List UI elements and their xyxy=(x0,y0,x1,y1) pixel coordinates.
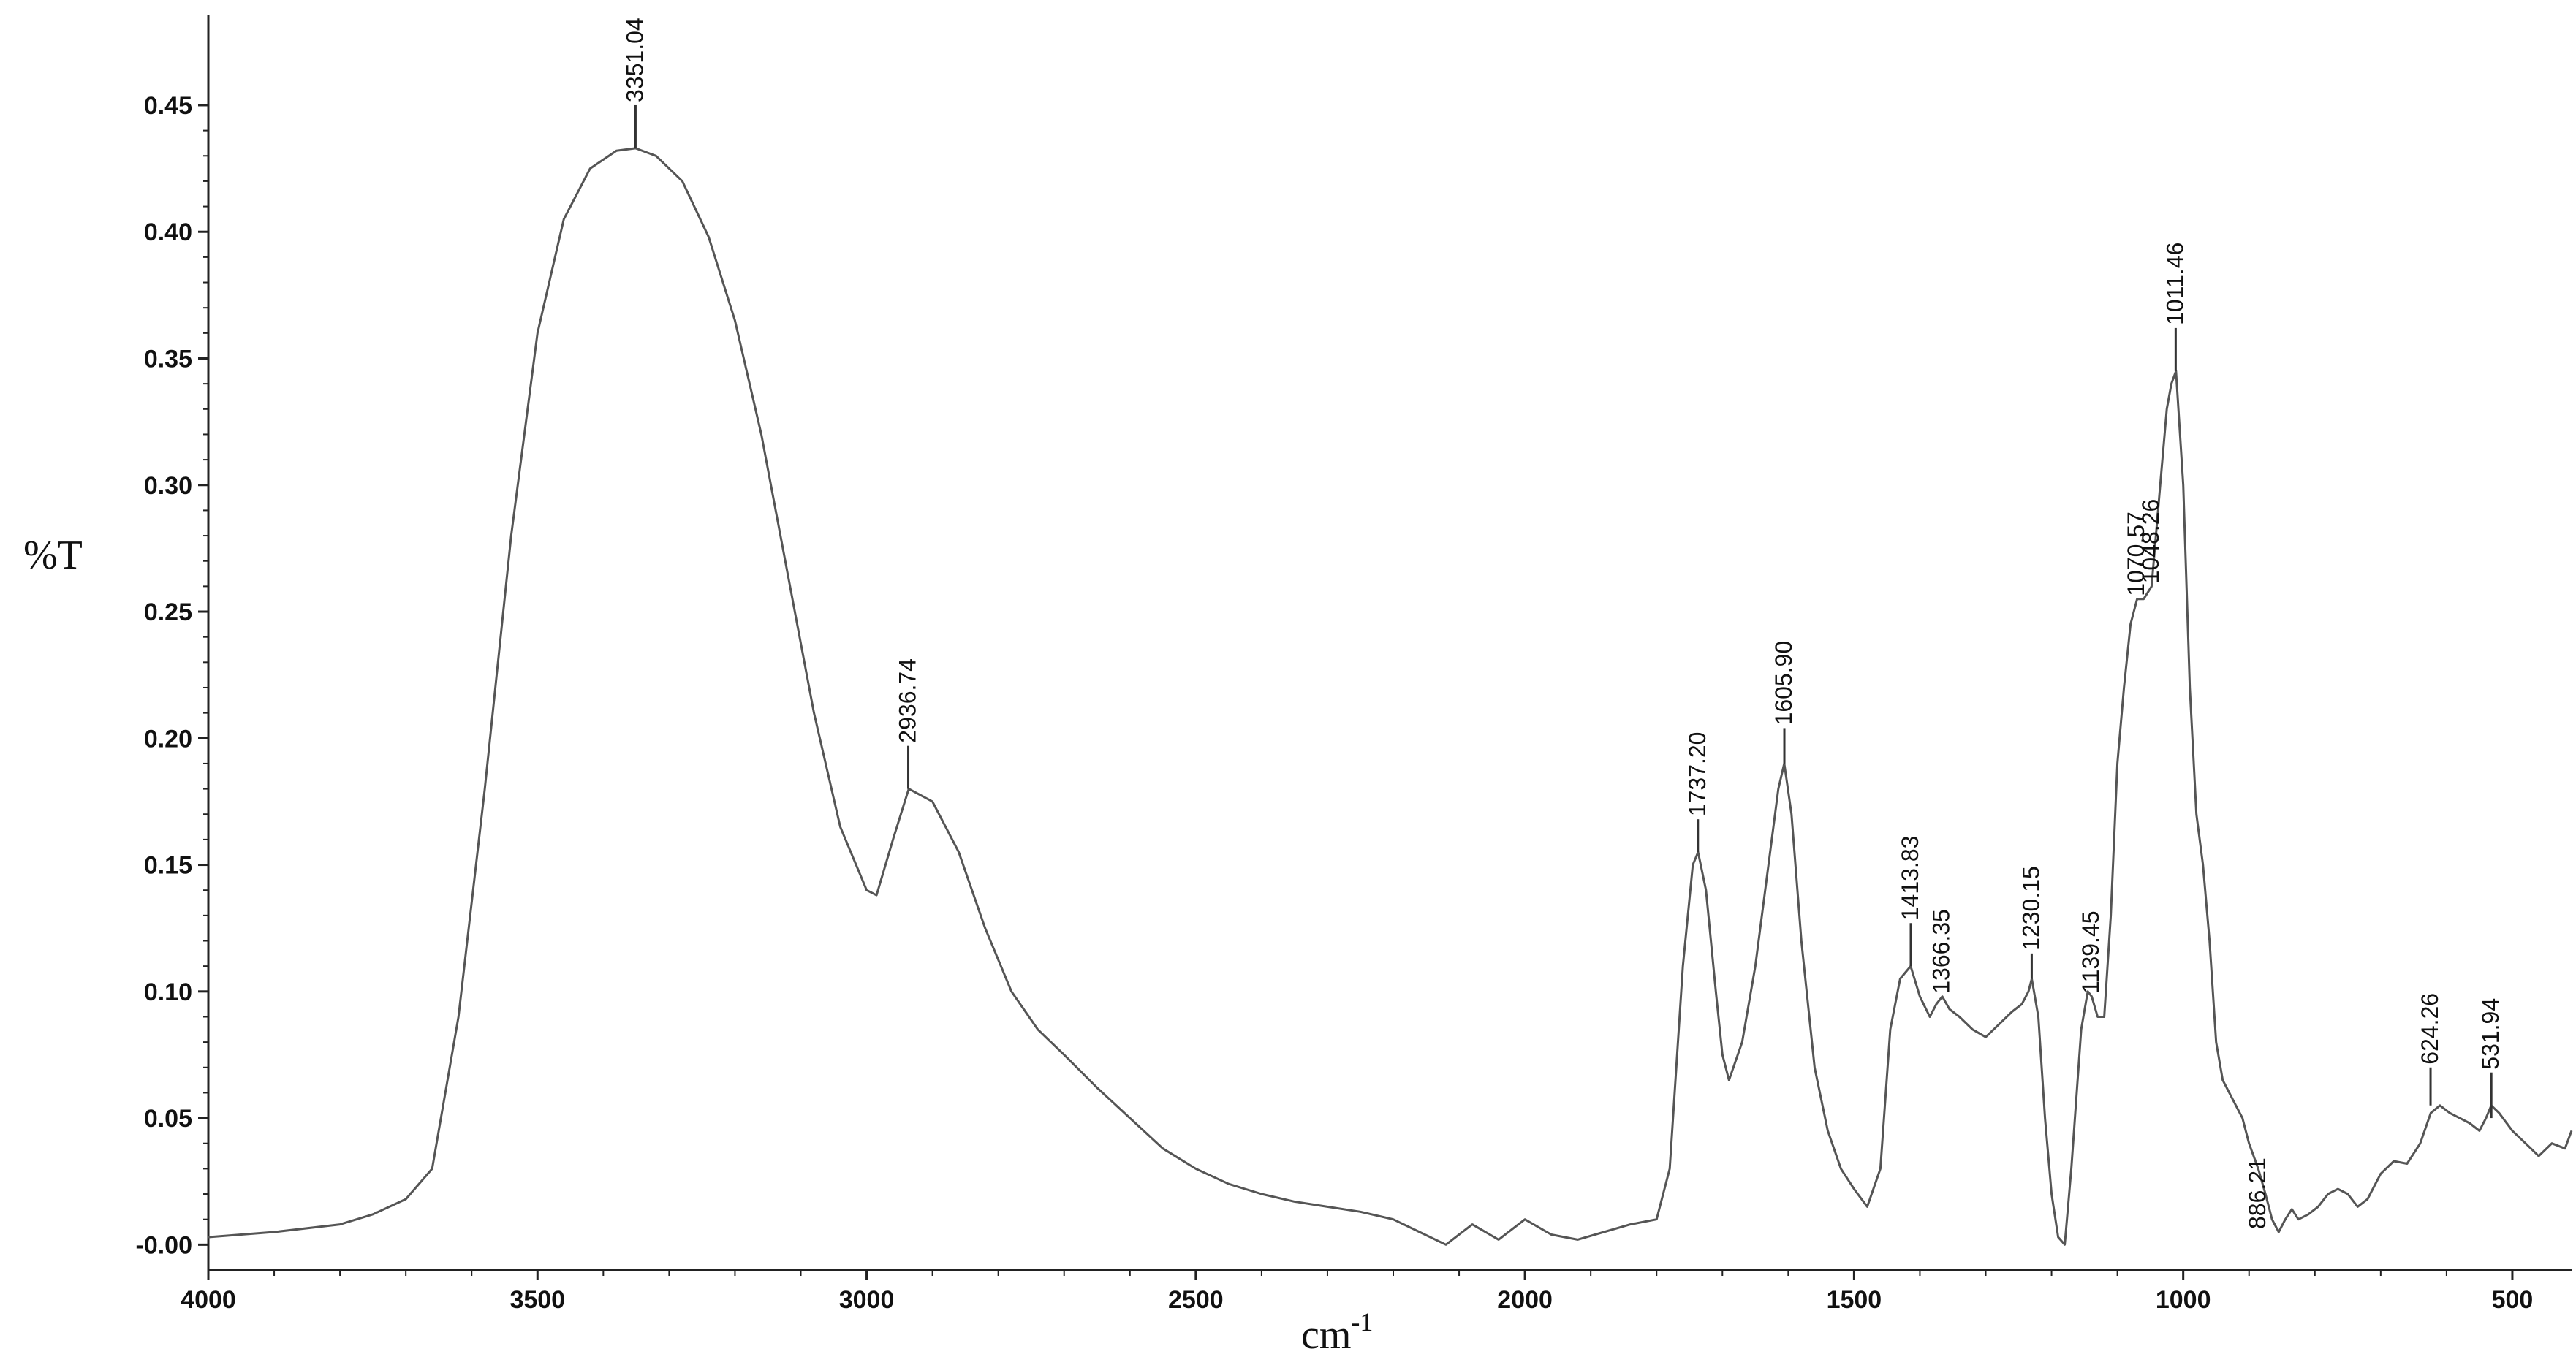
peak-label: 1605.90 xyxy=(1770,641,1797,726)
y-tick-label: 0.15 xyxy=(144,852,192,880)
peak-label: 1048.26 xyxy=(2137,499,2164,584)
x-tick-label: 1000 xyxy=(2156,1286,2211,1314)
x-axis-title: cm-1 xyxy=(1301,1307,1373,1358)
peak-label: 886.21 xyxy=(2244,1157,2270,1229)
x-tick-label: 2500 xyxy=(1168,1286,1224,1314)
x-axis: 4000 3500 3000 2500 2000 1500 1000 500 xyxy=(181,1269,2572,1314)
x-tick-label: 1500 xyxy=(1827,1286,1882,1314)
peak-label: 531.94 xyxy=(2477,998,2504,1070)
peak-label: 1366.35 xyxy=(1928,909,1955,994)
y-tick-label: 0.30 xyxy=(144,472,192,500)
peak-label: 2936.74 xyxy=(895,658,921,743)
x-tick-label: 500 xyxy=(2492,1286,2534,1314)
y-tick-label: 0.40 xyxy=(144,218,192,246)
y-tick-label: 0.35 xyxy=(144,345,192,373)
peak-label: 3351.04 xyxy=(621,18,648,102)
peak-label: 1139.45 xyxy=(2077,910,2104,993)
y-tick-label: 0.25 xyxy=(144,598,192,626)
y-axis-title: %T xyxy=(23,533,83,578)
y-tick-label: 0.10 xyxy=(144,978,192,1006)
y-axis: -0.00 0.05 0.10 0.15 0.20 0.25 0.30 0.35 0.40 0.4… xyxy=(136,15,210,1270)
peak-label: 1737.20 xyxy=(1684,732,1711,817)
peak-label: 1413.83 xyxy=(1897,836,1923,921)
peak-label: 1011.46 xyxy=(2162,243,2188,325)
peak-label: 1070.57 xyxy=(2123,512,2149,596)
x-tick-label: 3000 xyxy=(839,1286,895,1314)
y-tick-label: 0.45 xyxy=(144,92,192,120)
x-axis-title-superscript: -1 xyxy=(1351,1307,1373,1337)
y-tick-label: -0.00 xyxy=(136,1231,193,1259)
spectrum-line xyxy=(208,147,2573,1246)
y-tick-label: 0.05 xyxy=(144,1105,192,1133)
spectrum-series xyxy=(208,147,2573,1246)
peak-annotations: 3351.04 2936.74 1737.20 1605.90 1413.831366.… xyxy=(621,18,2504,1229)
y-tick-label: 0.20 xyxy=(144,725,192,753)
x-tick-label: 3500 xyxy=(509,1286,565,1314)
x-axis-title-base: cm xyxy=(1301,1312,1351,1358)
x-tick-label: 4000 xyxy=(181,1286,236,1314)
peak-label: 1230.15 xyxy=(2018,866,2044,951)
peak-label: 624.26 xyxy=(2417,993,2443,1065)
x-tick-label: 2000 xyxy=(1497,1286,1553,1314)
